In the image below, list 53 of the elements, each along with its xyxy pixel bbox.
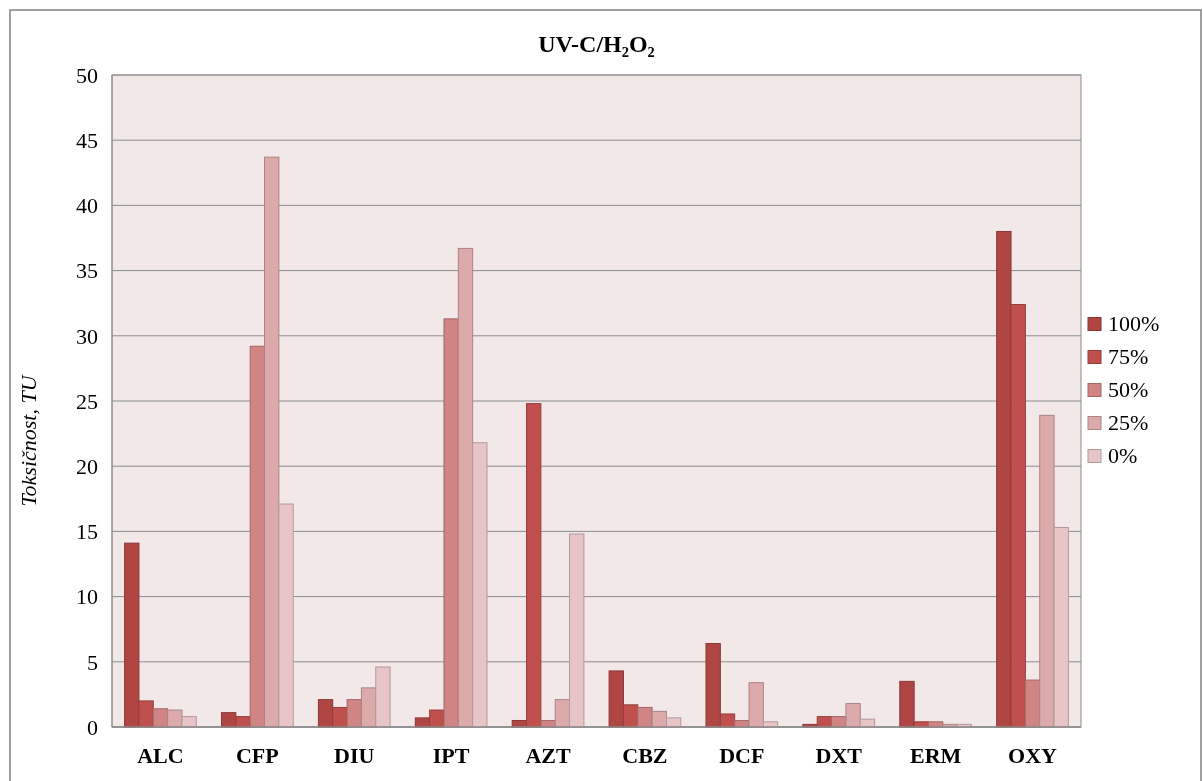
- bar: [845, 703, 861, 728]
- bar: [1024, 679, 1041, 728]
- bar: [1010, 304, 1026, 728]
- x-tick-label: AZT: [525, 743, 571, 768]
- bar: [457, 247, 474, 728]
- y-tick-label: 50: [76, 62, 98, 88]
- y-tick-label: 20: [76, 453, 98, 479]
- y-tick-label: 5: [87, 649, 98, 675]
- bar: [472, 442, 488, 728]
- y-tick-label: 35: [76, 258, 98, 284]
- bar: [138, 700, 154, 728]
- bar: [278, 503, 294, 728]
- bar: [996, 230, 1012, 728]
- bar: [748, 682, 764, 728]
- bar: [1053, 526, 1069, 728]
- bar: [705, 643, 721, 728]
- bar: [264, 156, 280, 728]
- bar: [651, 710, 667, 728]
- y-tick-label: 10: [76, 584, 98, 610]
- legend-label: 100%: [1108, 311, 1160, 337]
- chart-title: UV-C/H₂O₂: [538, 31, 655, 57]
- y-tick-label: 45: [76, 127, 98, 153]
- legend-label: 25%: [1108, 410, 1149, 436]
- x-tick-label: DCF: [719, 743, 765, 768]
- x-tick-label: DIU: [334, 743, 375, 768]
- y-tick-label: 0: [87, 714, 98, 740]
- x-tick-label: DXT: [815, 743, 863, 768]
- y-axis-title: Toksičnost, TU: [16, 373, 41, 507]
- bar: [167, 709, 183, 728]
- y-tick-label: 15: [76, 519, 98, 545]
- legend-label: 0%: [1108, 443, 1138, 469]
- bar: [346, 699, 362, 728]
- bar: [1039, 414, 1055, 728]
- bar: [569, 533, 585, 728]
- x-tick-label: IPT: [432, 743, 470, 768]
- x-tick-label: ERM: [909, 743, 962, 768]
- y-tick-label: 25: [76, 388, 98, 414]
- legend-label: 50%: [1108, 377, 1149, 403]
- x-tick-label: CFP: [235, 743, 279, 768]
- x-tick-label: ALC: [137, 743, 184, 768]
- legend-label: 75%: [1108, 344, 1149, 370]
- bar: [375, 666, 391, 728]
- y-tick-label: 40: [76, 193, 98, 219]
- bar: [124, 542, 140, 728]
- bar: [249, 345, 266, 728]
- bar: [608, 670, 624, 728]
- bar: [443, 318, 459, 728]
- y-tick-label: 30: [76, 323, 98, 349]
- bar: [899, 680, 915, 728]
- bar: [181, 716, 197, 728]
- x-tick-label: OXY: [1008, 743, 1058, 768]
- x-tick-label: CBZ: [622, 743, 668, 768]
- bar: [526, 403, 542, 728]
